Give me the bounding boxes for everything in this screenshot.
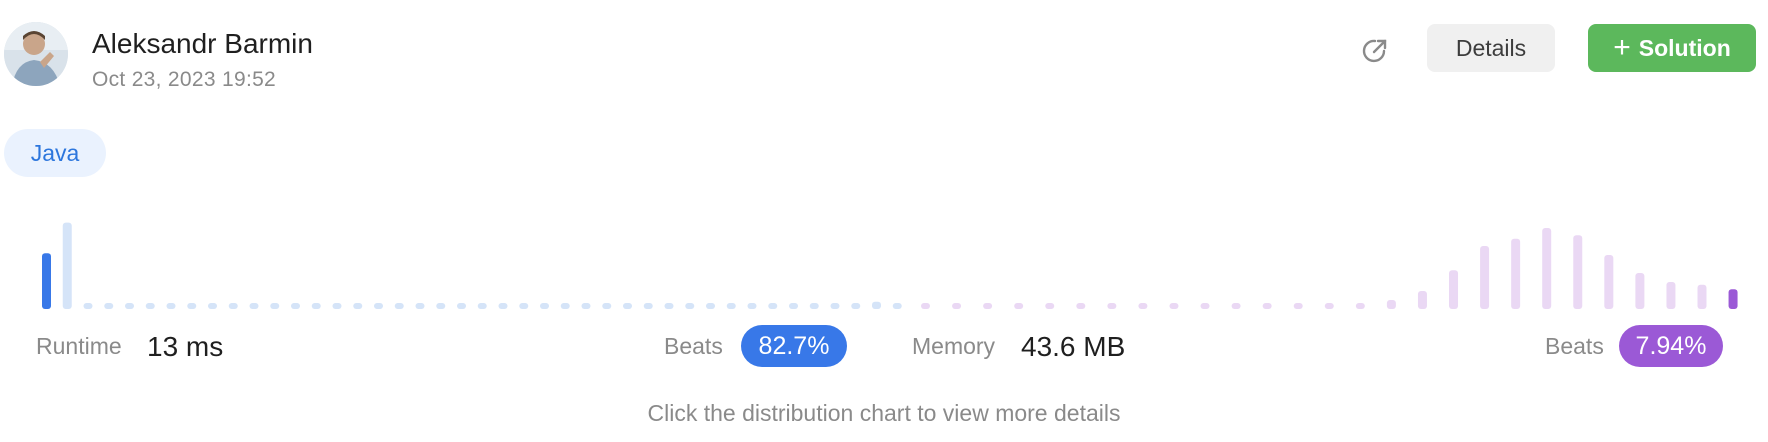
memory-bar[interactable] xyxy=(1045,303,1055,309)
runtime-bar[interactable] xyxy=(560,303,570,309)
avatar[interactable] xyxy=(4,22,68,86)
runtime-bar[interactable] xyxy=(166,303,176,309)
submission-header: Aleksandr Barmin Oct 23, 2023 19:52 Deta… xyxy=(0,0,1768,110)
memory-bar[interactable] xyxy=(1355,303,1365,309)
runtime-label: Runtime xyxy=(36,333,122,359)
runtime-bar[interactable] xyxy=(353,303,363,309)
submission-date: Oct 23, 2023 19:52 xyxy=(92,68,277,91)
memory-bar[interactable] xyxy=(1480,246,1490,309)
memory-bar[interactable] xyxy=(1573,235,1583,309)
runtime-beats-badge: 82.7% xyxy=(741,325,847,367)
runtime-bar[interactable] xyxy=(145,303,155,309)
memory-bar[interactable] xyxy=(1231,303,1241,309)
chart-hint: Click the distribution chart to view mor… xyxy=(647,400,1121,426)
memory-bar[interactable] xyxy=(1138,303,1148,309)
memory-bar[interactable] xyxy=(1324,303,1334,309)
runtime-bar[interactable] xyxy=(125,303,134,309)
memory-bar[interactable] xyxy=(952,303,962,309)
runtime-bar[interactable] xyxy=(851,303,861,309)
runtime-bar[interactable] xyxy=(830,303,840,309)
runtime-bar[interactable] xyxy=(415,303,425,309)
memory-bar[interactable] xyxy=(1542,228,1552,309)
runtime-bar[interactable] xyxy=(892,303,902,309)
memory-bar[interactable] xyxy=(1728,289,1738,309)
runtime-bar[interactable] xyxy=(685,303,695,309)
runtime-bar[interactable] xyxy=(394,303,404,309)
user-name[interactable]: Aleksandr Barmin xyxy=(92,28,313,59)
distribution-chart[interactable] xyxy=(0,200,1768,312)
solution-button-label: Solution xyxy=(1638,34,1731,61)
memory-bar[interactable] xyxy=(1604,255,1614,309)
runtime-bar[interactable] xyxy=(747,303,757,309)
memory-bar[interactable] xyxy=(1449,270,1459,309)
memory-bar[interactable] xyxy=(983,303,993,309)
add-solution-button[interactable]: + Solution xyxy=(1588,24,1756,72)
plus-icon: + xyxy=(1613,31,1631,64)
memory-bar[interactable] xyxy=(1293,303,1303,309)
runtime-bar[interactable] xyxy=(104,303,114,309)
runtime-bar[interactable] xyxy=(872,301,881,309)
memory-bar[interactable] xyxy=(1076,303,1086,309)
runtime-bar[interactable] xyxy=(664,303,674,309)
memory-bar[interactable] xyxy=(1262,303,1272,309)
runtime-bar[interactable] xyxy=(726,303,736,309)
runtime-bar[interactable] xyxy=(581,303,591,309)
runtime-bar[interactable] xyxy=(706,303,715,309)
memory-bar[interactable] xyxy=(1697,284,1707,309)
memory-bar[interactable] xyxy=(1107,303,1117,309)
memory-value: 43.6 MB xyxy=(1021,331,1126,362)
memory-bar[interactable] xyxy=(1417,291,1427,309)
runtime-bar[interactable] xyxy=(62,222,72,309)
runtime-bar[interactable] xyxy=(270,303,280,309)
runtime-bar[interactable] xyxy=(477,303,487,309)
runtime-bar[interactable] xyxy=(332,303,342,309)
runtime-bar[interactable] xyxy=(291,303,300,309)
runtime-bar[interactable] xyxy=(519,303,529,309)
memory-bar[interactable] xyxy=(1200,303,1210,309)
language-tag: Java xyxy=(4,129,106,177)
memory-label: Memory xyxy=(912,333,996,359)
memory-bar[interactable] xyxy=(1635,273,1645,309)
runtime-bar[interactable] xyxy=(249,303,259,309)
runtime-bar[interactable] xyxy=(208,303,217,309)
memory-beats-label: Beats xyxy=(1545,333,1604,359)
runtime-bar[interactable] xyxy=(83,303,93,309)
runtime-bar[interactable] xyxy=(643,303,653,309)
runtime-bar[interactable] xyxy=(42,253,51,309)
runtime-bar[interactable] xyxy=(602,303,612,309)
memory-bar[interactable] xyxy=(1386,300,1396,309)
memory-bar[interactable] xyxy=(1169,303,1179,309)
runtime-bar[interactable] xyxy=(457,303,466,309)
runtime-bar[interactable] xyxy=(311,303,321,309)
runtime-bar[interactable] xyxy=(540,303,549,309)
runtime-bar[interactable] xyxy=(228,303,238,309)
memory-bar[interactable] xyxy=(921,303,930,309)
runtime-bar[interactable] xyxy=(436,303,446,309)
runtime-bar[interactable] xyxy=(809,303,819,309)
runtime-bar[interactable] xyxy=(187,303,197,309)
runtime-bar[interactable] xyxy=(623,303,632,309)
memory-bar[interactable] xyxy=(1511,238,1521,309)
memory-bar[interactable] xyxy=(1666,282,1676,309)
runtime-beats-label: Beats xyxy=(664,333,723,359)
runtime-value: 13 ms xyxy=(147,331,224,362)
share-icon[interactable] xyxy=(1356,32,1394,70)
runtime-bar[interactable] xyxy=(374,303,383,309)
details-button[interactable]: Details xyxy=(1427,24,1555,72)
runtime-bar[interactable] xyxy=(789,303,798,309)
runtime-bar[interactable] xyxy=(498,303,508,309)
runtime-bar[interactable] xyxy=(768,303,778,309)
memory-beats-badge: 7.94% xyxy=(1619,325,1723,367)
memory-bar[interactable] xyxy=(1014,303,1024,309)
